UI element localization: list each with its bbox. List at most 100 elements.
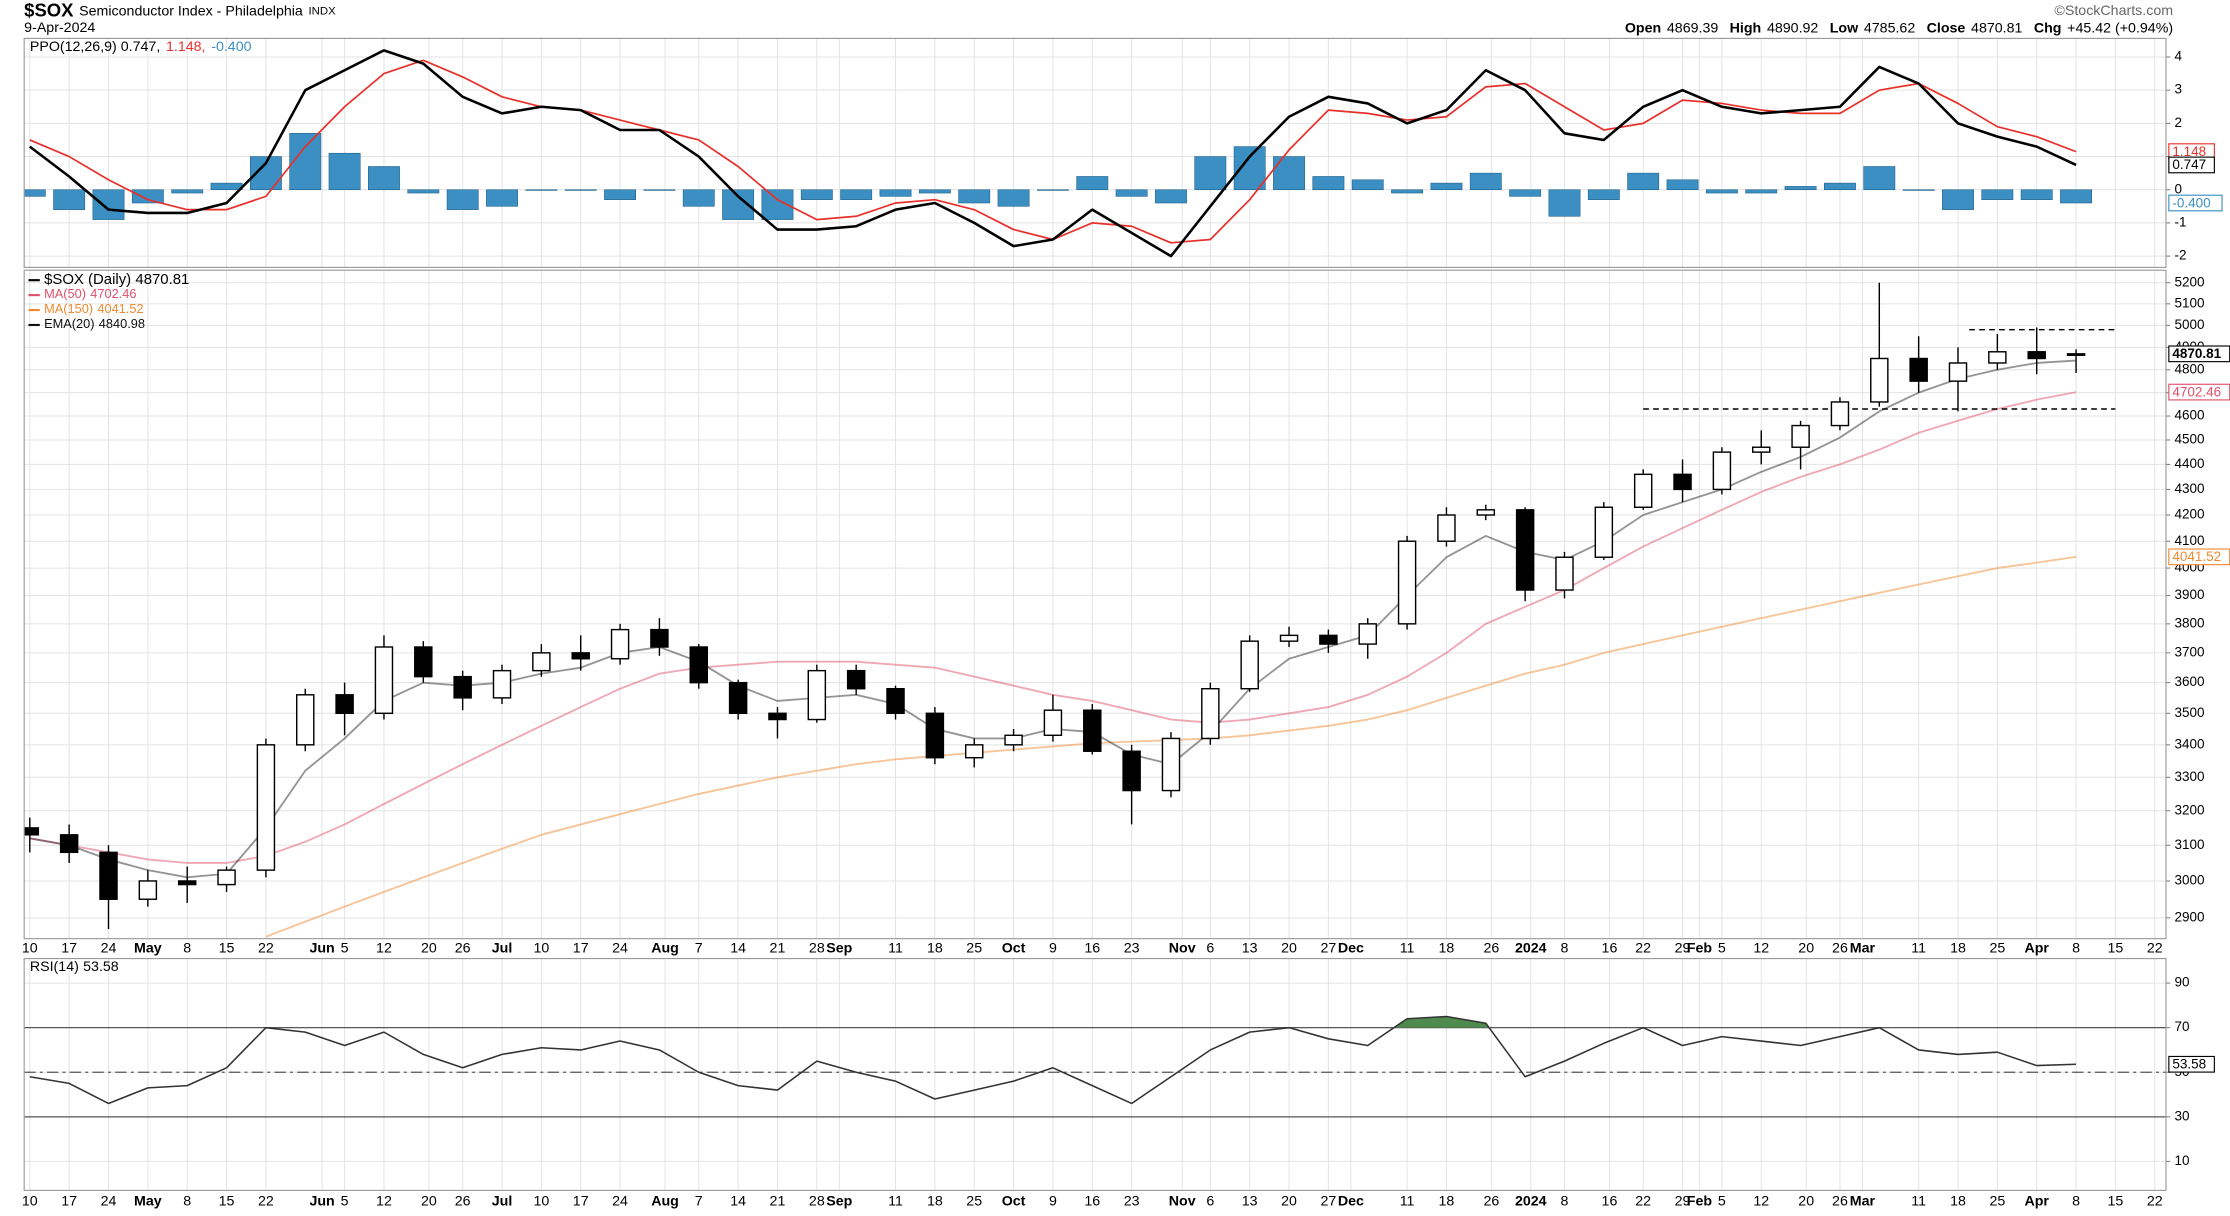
x-tick-label: 27 <box>1320 1194 1336 1210</box>
last-value-label: 4702.46 <box>2172 384 2221 399</box>
histogram-bar <box>1194 156 1227 191</box>
y-tick-label: 4100 <box>2175 533 2205 548</box>
candle-body <box>1515 509 1535 591</box>
candle-body <box>1870 357 1889 403</box>
histogram-bar <box>1587 189 1620 200</box>
candle-body <box>1319 634 1338 645</box>
ppo-line <box>29 49 2077 258</box>
histogram-bar <box>1745 189 1778 194</box>
candle-body <box>1397 540 1417 625</box>
x-tick-label: 23 <box>1124 940 1140 956</box>
x-tick-label: 25 <box>1989 940 2005 956</box>
candle-body <box>1752 446 1771 453</box>
histogram-bar <box>1627 172 1660 191</box>
y-tick-label: 5000 <box>2175 317 2205 332</box>
candle-body <box>24 827 40 836</box>
y-tick-label: 3700 <box>2175 644 2205 659</box>
x-tick-label: 12 <box>1753 940 1769 956</box>
x-tick-label: 20 <box>1281 1194 1297 1210</box>
value-box <box>2168 156 2215 174</box>
histogram-bar <box>171 189 204 194</box>
x-tick-label: 6 <box>1206 940 1214 956</box>
x-tick-label: 12 <box>376 940 392 956</box>
histogram-bar <box>1824 182 1856 191</box>
candle-body <box>138 880 158 900</box>
histogram-bar <box>918 189 951 194</box>
y-tick-label: 3300 <box>2175 769 2205 784</box>
candle-body <box>492 669 512 699</box>
x-tick-label: 7 <box>695 1194 703 1210</box>
histogram-bar <box>1115 189 1148 197</box>
histogram-bar <box>407 189 440 194</box>
x-tick-label: 10 <box>533 1194 549 1210</box>
quote-value: 4890.92 <box>1767 20 1818 36</box>
x-tick-label: 18 <box>1439 1194 1455 1210</box>
x-tick-label: 2024 <box>1515 1194 1547 1210</box>
quote-label: Open <box>1625 20 1661 36</box>
x-tick-label: 20 <box>421 940 437 956</box>
legend-value: 4870.81 <box>135 271 189 288</box>
x-tick-label: 8 <box>2072 940 2080 956</box>
x-tick-label: 10 <box>533 940 549 956</box>
pane-frame <box>23 37 2167 268</box>
candle-body <box>1791 424 1810 448</box>
x-tick-label: 25 <box>1989 1194 2005 1210</box>
candle-body <box>1830 401 1850 427</box>
x-tick-label: 23 <box>1124 1194 1140 1210</box>
histogram-bar <box>446 189 479 210</box>
x-tick-label: Sep <box>826 1194 852 1210</box>
candle-body <box>1988 351 2007 364</box>
candle-body <box>925 712 945 759</box>
exchange: INDX <box>309 5 337 17</box>
x-tick-label: 8 <box>2072 1194 2080 1210</box>
x-tick-label: 22 <box>2147 940 2163 956</box>
y-tick-label: 0 <box>2175 181 2183 196</box>
price-plot <box>24 270 2167 939</box>
candle-body <box>256 744 276 871</box>
symbol: $SOX <box>24 0 74 20</box>
histogram-bar <box>564 189 597 191</box>
x-tick-label: 5 <box>341 940 349 956</box>
histogram-bar <box>24 189 46 197</box>
x-tick-label: 17 <box>61 1194 77 1210</box>
x-tick-label: Apr <box>2024 1194 2049 1210</box>
x-tick-label: Nov <box>1169 940 1196 956</box>
x-tick-label: 24 <box>101 940 117 956</box>
histogram-bar <box>368 166 400 191</box>
candle-body <box>374 646 394 715</box>
last-value-label: 4870.81 <box>2172 346 2221 361</box>
candle-body <box>296 694 315 746</box>
legend-name: $SOX (Daily) <box>44 271 131 288</box>
candle-body <box>1201 688 1220 740</box>
histogram-bar <box>1548 189 1581 217</box>
quote-value: +45.42 (+0.94%) <box>2067 20 2173 36</box>
legend-name: MA(150) <box>44 301 93 316</box>
x-tick-label: 9 <box>1049 1194 1057 1210</box>
x-tick-label: 29 <box>1675 940 1691 956</box>
rsi-line <box>29 1015 2077 1105</box>
x-tick-label: 26 <box>1832 940 1848 956</box>
histogram-bar <box>1391 189 1424 194</box>
histogram-bar <box>840 189 873 200</box>
y-tick-label: 70 <box>2175 1019 2190 1034</box>
rsi-plot <box>24 958 2167 1191</box>
x-tick-label: 20 <box>1798 1194 1814 1210</box>
x-tick-label: Jun <box>309 1194 334 1210</box>
y-tick-label: 90 <box>2175 975 2190 990</box>
x-tick-label: 25 <box>966 1194 982 1210</box>
histogram-bar <box>1273 156 1305 191</box>
y-tick-label: 2900 <box>2175 909 2205 924</box>
x-tick-label: 28 <box>809 1194 825 1210</box>
histogram-bar <box>997 189 1030 207</box>
legend-entry: -0.400 <box>211 39 251 55</box>
y-tick-label: 3 <box>2175 82 2183 97</box>
histogram-bar <box>1863 166 1896 191</box>
histogram-bar <box>1312 176 1345 191</box>
legend-entry: EMA(20) 4840.98 <box>44 316 145 331</box>
candle-body <box>1358 623 1377 645</box>
candle-body <box>2027 351 2046 360</box>
x-tick-label: 7 <box>695 940 703 956</box>
candle-body <box>1240 640 1259 690</box>
x-tick-label: 18 <box>1439 940 1455 956</box>
